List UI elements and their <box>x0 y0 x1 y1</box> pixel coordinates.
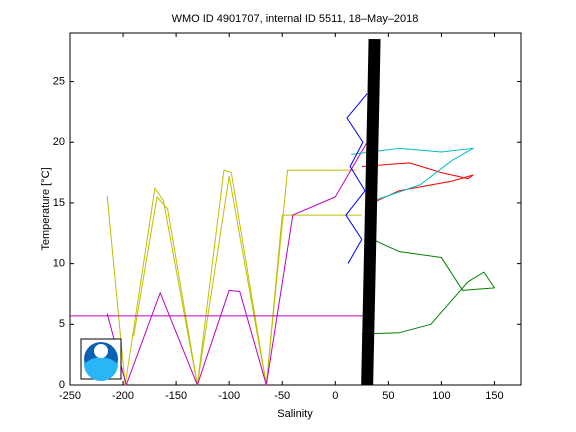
chart-title: WMO ID 4901707, internal ID 5511, 18–May… <box>172 13 419 25</box>
y-tick-label: 15 <box>53 197 65 209</box>
x-tick-label: 150 <box>485 390 503 402</box>
y-tick-label: 10 <box>53 258 65 270</box>
x-tick-label: 100 <box>432 390 450 402</box>
x-tick-label: -100 <box>218 390 240 402</box>
x-tick-label: -250 <box>59 390 81 402</box>
y-tick-label: 5 <box>59 318 65 330</box>
data-line <box>106 169 357 386</box>
x-tick-label: -150 <box>165 390 187 402</box>
data-line <box>133 175 362 386</box>
data-line <box>361 38 381 386</box>
data-line <box>345 93 368 264</box>
x-tick-label: 50 <box>382 390 394 402</box>
y-tick-label: 20 <box>53 136 65 148</box>
x-axis-label: Salinity <box>277 408 313 420</box>
data-line <box>361 238 495 335</box>
y-tick-label: 25 <box>53 75 65 87</box>
y-tick-label: 0 <box>59 379 65 391</box>
x-tick-label: -200 <box>112 390 134 402</box>
noaa-logo <box>80 338 122 381</box>
x-tick-label: -50 <box>274 390 290 402</box>
data-line <box>106 141 368 386</box>
plot-area <box>69 32 522 386</box>
y-axis-label: Temperature [°C] <box>40 167 52 250</box>
data-line <box>351 147 474 204</box>
x-tick-label: 0 <box>332 390 338 402</box>
